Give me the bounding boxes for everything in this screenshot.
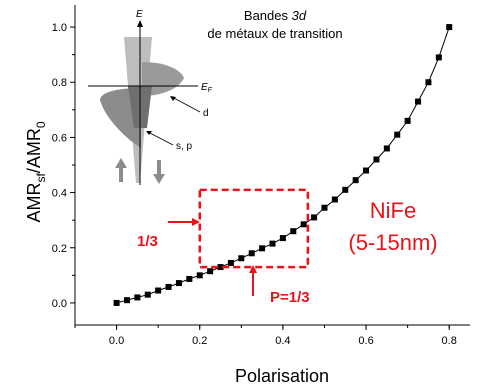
data-point bbox=[279, 235, 286, 242]
thickness-label: (5-15nm) bbox=[348, 230, 437, 255]
data-point bbox=[175, 280, 182, 287]
y-tick-label: 0.0 bbox=[52, 298, 67, 310]
data-point bbox=[435, 54, 442, 61]
data-point bbox=[373, 156, 380, 163]
data-point bbox=[259, 245, 266, 252]
highlight-box bbox=[198, 188, 310, 269]
data-point bbox=[311, 214, 318, 221]
data-point bbox=[269, 240, 276, 247]
data-point bbox=[238, 255, 245, 262]
axes: 0.0 0.2 0.4 0.6 0.8 0.0 0.2 0.4 0.6 0.8 1.0 bbox=[52, 5, 470, 347]
x-ticks: 0.0 0.2 0.4 0.6 0.8 bbox=[74, 325, 457, 347]
y-tick-label: 0.8 bbox=[52, 77, 67, 89]
data-point bbox=[207, 268, 214, 275]
x-tick-label: 0.6 bbox=[358, 335, 373, 347]
data-point bbox=[165, 283, 172, 290]
data-point bbox=[425, 79, 432, 86]
y-ticks: 0.0 0.2 0.4 0.6 0.8 1.0 bbox=[52, 22, 75, 310]
data-point bbox=[404, 117, 411, 124]
data-point bbox=[415, 98, 422, 105]
left-arrow-icon bbox=[168, 218, 200, 226]
y-tick-label: 0.4 bbox=[52, 188, 67, 200]
left-fraction-label: 1/3 bbox=[137, 233, 158, 250]
sp-label: s, p bbox=[176, 141, 193, 152]
data-point bbox=[394, 131, 401, 138]
up-arrow-icon bbox=[249, 265, 257, 296]
data-point bbox=[331, 196, 338, 203]
x-tick-label: 0.4 bbox=[275, 335, 290, 347]
y-tick-label: 1.0 bbox=[52, 22, 67, 34]
y-axis-title: AMRsf/AMR0 bbox=[24, 121, 48, 222]
inset-title-line1: Bandes 3d bbox=[244, 8, 307, 23]
fermi-level-label: EF bbox=[201, 82, 213, 94]
data-point bbox=[134, 294, 141, 301]
spin-up-arrow-icon bbox=[115, 158, 127, 182]
data-point bbox=[217, 264, 224, 271]
band-diagram-inset: Bandes 3d de métaux de transition E EF d… bbox=[88, 8, 343, 185]
d-pointer bbox=[171, 96, 201, 113]
data-point bbox=[248, 250, 255, 257]
inset-title-line2: de métaux de transition bbox=[207, 26, 342, 41]
d-pointer-head bbox=[170, 96, 176, 101]
data-point bbox=[342, 186, 349, 193]
y-tick-label: 0.6 bbox=[52, 132, 67, 144]
data-point bbox=[290, 228, 297, 235]
data-point bbox=[113, 299, 120, 306]
data-point bbox=[227, 259, 234, 266]
data-point bbox=[155, 287, 162, 294]
data-point bbox=[321, 204, 328, 211]
sp-pointer bbox=[147, 131, 174, 146]
d-band-upper bbox=[142, 62, 184, 96]
data-point bbox=[123, 297, 130, 304]
data-point bbox=[144, 291, 151, 298]
y-tick-label: 0.2 bbox=[52, 243, 67, 255]
data-point bbox=[196, 272, 203, 279]
data-point bbox=[363, 167, 370, 174]
polarisation-label: P=1/3 bbox=[270, 289, 310, 306]
spin-down-arrow-icon bbox=[153, 160, 165, 184]
data-point bbox=[300, 221, 307, 228]
data-point bbox=[352, 177, 359, 184]
x-tick-label: 0.2 bbox=[192, 335, 207, 347]
sp-pointer-head bbox=[146, 131, 152, 135]
data-point bbox=[383, 145, 390, 152]
energy-axis-label: E bbox=[136, 9, 143, 20]
data-point bbox=[186, 275, 193, 282]
x-tick-label: 0.8 bbox=[442, 335, 457, 347]
data-point bbox=[446, 24, 453, 31]
x-tick-label: 0.0 bbox=[109, 335, 124, 347]
data-points bbox=[113, 24, 453, 306]
energy-axis-arrow bbox=[137, 20, 143, 27]
material-label: NiFe bbox=[370, 198, 416, 223]
x-axis-title: Polarisation bbox=[235, 366, 329, 386]
d-label: d bbox=[203, 108, 209, 119]
